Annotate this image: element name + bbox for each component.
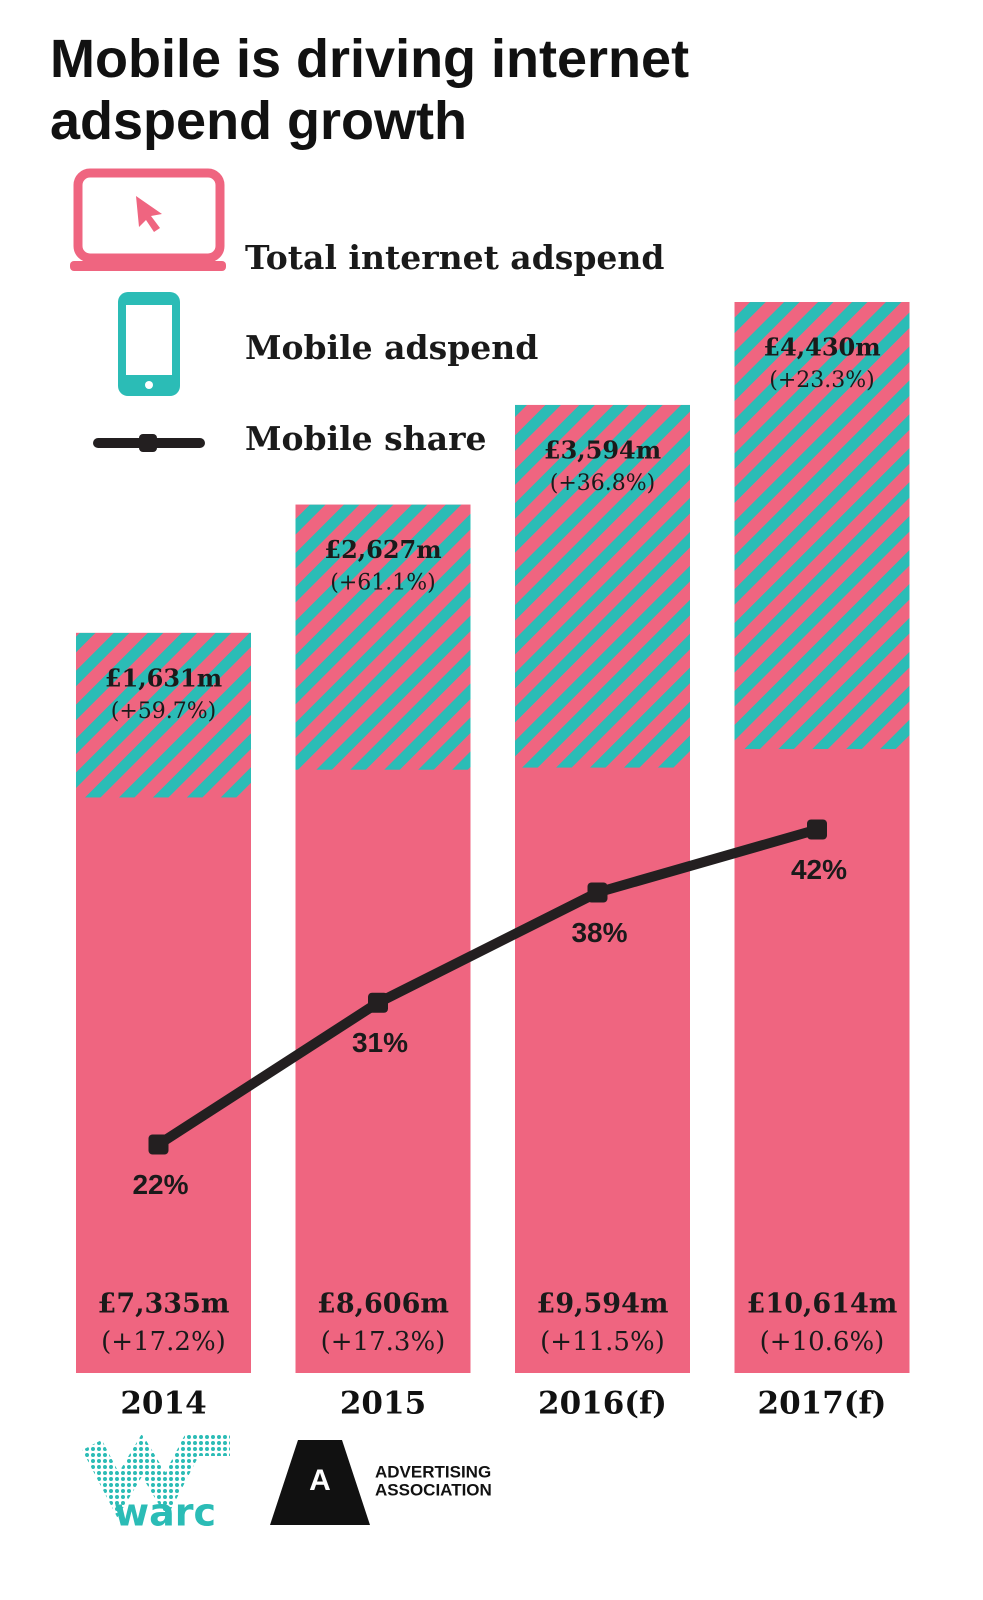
warc-logo: warc: [82, 1433, 230, 1535]
value-label: £3,594m: [544, 435, 661, 464]
value-label: £9,594m: [537, 1289, 669, 1320]
laptop-icon: [70, 168, 226, 271]
share-label: 31%: [352, 1027, 408, 1058]
growth-label: (+61.1%): [330, 571, 436, 596]
value-label: £1,631m: [105, 663, 222, 692]
x-tick-label: 2015: [340, 1386, 426, 1422]
growth-label: (+17.2%): [101, 1327, 226, 1357]
share-point: [148, 1134, 169, 1155]
share-label: 42%: [791, 854, 847, 885]
legend-label: Total internet adspend: [245, 238, 664, 277]
growth-label: (+10.6%): [760, 1327, 885, 1357]
share-point: [368, 992, 388, 1013]
x-tick-label: 2017(f): [758, 1386, 887, 1422]
share-label: 22%: [132, 1169, 188, 1200]
aa-letter: A: [309, 1464, 331, 1497]
share-line: [155, 824, 819, 1149]
x-tick-label: 2014: [120, 1386, 206, 1422]
phone-icon: [118, 292, 180, 396]
value-label: £8,606m: [317, 1289, 449, 1320]
chart-title: Mobile is driving internet adspend growt…: [50, 29, 690, 151]
growth-label: (+17.3%): [321, 1327, 446, 1357]
share-label: 38%: [571, 917, 627, 948]
x-tick-label: 2016(f): [538, 1386, 667, 1422]
mobile-bar: [734, 302, 910, 750]
aa-name: ASSOCIATION: [375, 1480, 492, 1499]
growth-label: (+36.8%): [550, 471, 656, 496]
share-point: [587, 882, 608, 903]
growth-label: (+11.5%): [540, 1327, 665, 1357]
value-label: £10,614m: [747, 1289, 898, 1320]
legend-label: Mobile adspend: [245, 328, 538, 367]
legend-label: Mobile share: [245, 419, 487, 458]
value-label: £2,627m: [324, 535, 441, 564]
aa-logo: A ADVERTISING ASSOCIATION: [270, 1440, 492, 1525]
growth-label: (+23.3%): [769, 368, 875, 393]
aa-name: ADVERTISING: [375, 1462, 491, 1481]
mobile-bar: [76, 632, 251, 798]
value-label: £4,430m: [763, 333, 880, 362]
share-point: [807, 819, 827, 840]
mobile-bar: [295, 504, 471, 770]
warc-text: warc: [114, 1491, 216, 1535]
growth-label: (+59.7%): [111, 699, 217, 724]
mobile-bar: [515, 404, 690, 768]
value-label: £7,335m: [98, 1289, 230, 1320]
line-icon: [93, 434, 205, 452]
